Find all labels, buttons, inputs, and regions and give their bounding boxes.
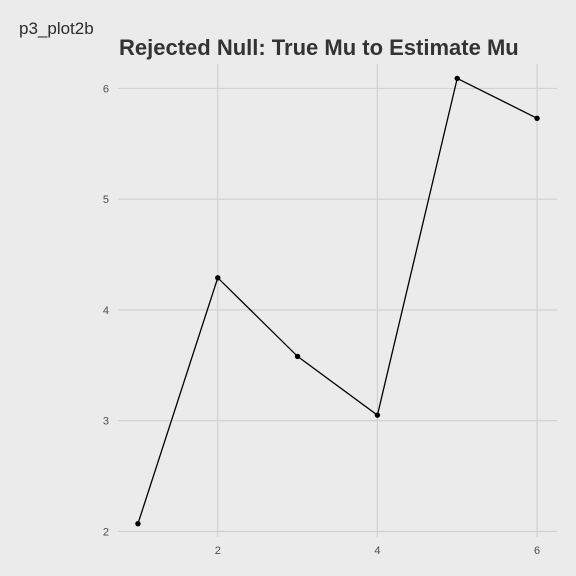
y-tick-label-4: 4 [103,305,109,317]
data-point-6 [534,115,540,121]
series-layer [137,77,538,524]
x-tick-label-4: 4 [374,545,380,557]
y-tick-label-3: 3 [103,416,109,428]
data-point-3 [294,353,301,360]
y-tick-label-2: 2 [103,526,109,538]
data-points [135,75,540,527]
chart-title: Rejected Null: True Mu to Estimate Mu [119,35,519,60]
y-grid-lines [118,87,557,533]
data-point-2 [215,275,221,281]
x-tick-labels: 2 4 6 [215,545,540,557]
y-tick-label-6: 6 [103,83,109,95]
figure-caption: p3_plot2b [19,19,94,38]
x-tick-label-2: 2 [215,545,221,557]
data-point-1 [135,521,141,527]
series-line [137,77,538,524]
x-grid-lines [217,64,538,537]
y-tick-labels: 2 3 4 5 6 [103,83,109,538]
data-point-4 [374,412,381,418]
y-tick-label-5: 5 [103,194,109,206]
x-tick-label-6: 6 [534,545,540,557]
data-point-5 [454,75,460,82]
